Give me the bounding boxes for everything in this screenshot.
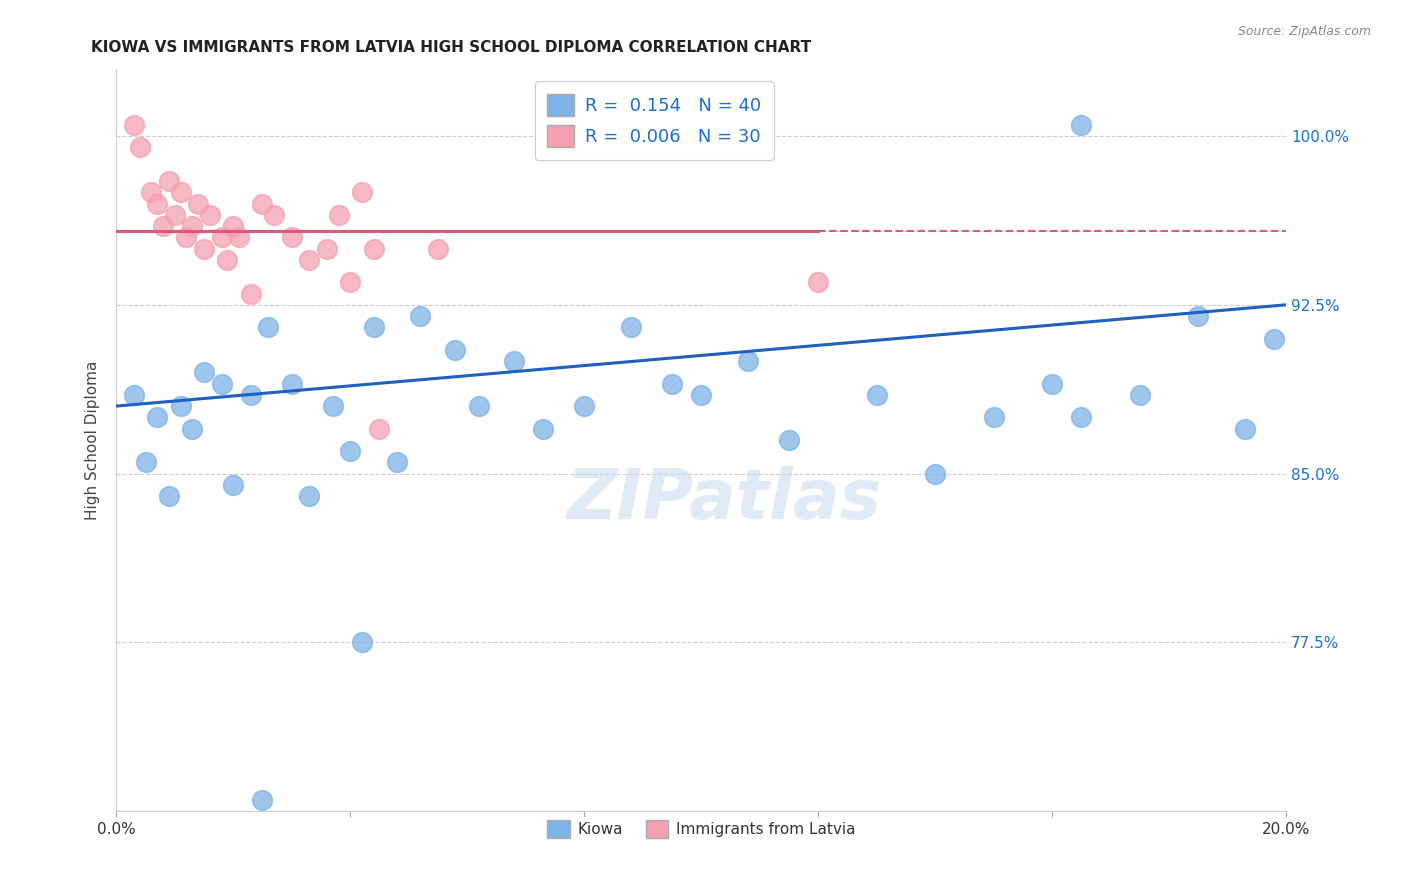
Point (924, 467, 946, 481)
Point (163, 208, 186, 222)
Text: Source: ZipAtlas.com: Source: ZipAtlas.com (1237, 25, 1371, 38)
Point (661, 376, 683, 391)
Point (1129, 388, 1152, 402)
Text: KIOWA VS IMMIGRANTS FROM LATVIA HIGH SCHOOL DIPLOMA CORRELATION CHART: KIOWA VS IMMIGRANTS FROM LATVIA HIGH SCH… (91, 40, 811, 55)
Point (257, 320, 280, 334)
Point (263, 208, 285, 222)
Point (169, 399, 191, 413)
Point (468, 399, 491, 413)
Point (444, 343, 467, 357)
Point (239, 286, 262, 301)
Point (1040, 376, 1063, 391)
Point (1070, 410, 1092, 425)
Point (122, 118, 145, 132)
Point (339, 275, 361, 289)
Point (572, 399, 595, 413)
Point (298, 252, 321, 267)
Point (146, 196, 169, 211)
Point (409, 309, 432, 323)
Point (217, 252, 239, 267)
Point (146, 410, 169, 425)
Point (134, 455, 156, 469)
Point (228, 230, 250, 244)
Point (280, 230, 302, 244)
Text: ZIPatlas: ZIPatlas (567, 466, 882, 533)
Y-axis label: High School Diploma: High School Diploma (86, 360, 100, 519)
Point (363, 242, 385, 256)
Point (193, 365, 215, 379)
Point (128, 140, 150, 154)
Point (322, 399, 344, 413)
Point (252, 793, 274, 807)
Point (385, 455, 408, 469)
Point (193, 242, 215, 256)
Point (239, 388, 262, 402)
Point (152, 219, 174, 233)
Point (807, 275, 830, 289)
Point (620, 320, 643, 334)
Point (157, 174, 180, 188)
Point (122, 388, 145, 402)
Point (426, 242, 449, 256)
Point (176, 230, 198, 244)
Point (211, 230, 233, 244)
Legend: Kiowa, Immigrants from Latvia: Kiowa, Immigrants from Latvia (540, 814, 862, 845)
Point (368, 421, 391, 435)
Point (157, 489, 180, 503)
Point (211, 376, 233, 391)
Point (983, 410, 1005, 425)
Point (350, 186, 373, 200)
Point (169, 186, 191, 200)
Point (298, 489, 321, 503)
Point (865, 388, 887, 402)
Point (181, 219, 204, 233)
Point (690, 388, 713, 402)
Point (328, 208, 350, 222)
Point (198, 208, 221, 222)
Point (141, 186, 163, 200)
Point (778, 433, 800, 447)
Point (187, 196, 209, 211)
Point (503, 354, 526, 368)
Point (339, 444, 361, 458)
Point (1187, 309, 1209, 323)
Point (222, 219, 245, 233)
Point (252, 196, 274, 211)
Point (315, 242, 337, 256)
Point (280, 376, 302, 391)
Point (181, 421, 204, 435)
Point (222, 478, 245, 492)
Point (363, 320, 385, 334)
Point (1263, 332, 1285, 346)
Point (1234, 421, 1257, 435)
Point (350, 635, 373, 649)
Point (531, 421, 554, 435)
Point (1070, 118, 1092, 132)
Point (737, 354, 759, 368)
